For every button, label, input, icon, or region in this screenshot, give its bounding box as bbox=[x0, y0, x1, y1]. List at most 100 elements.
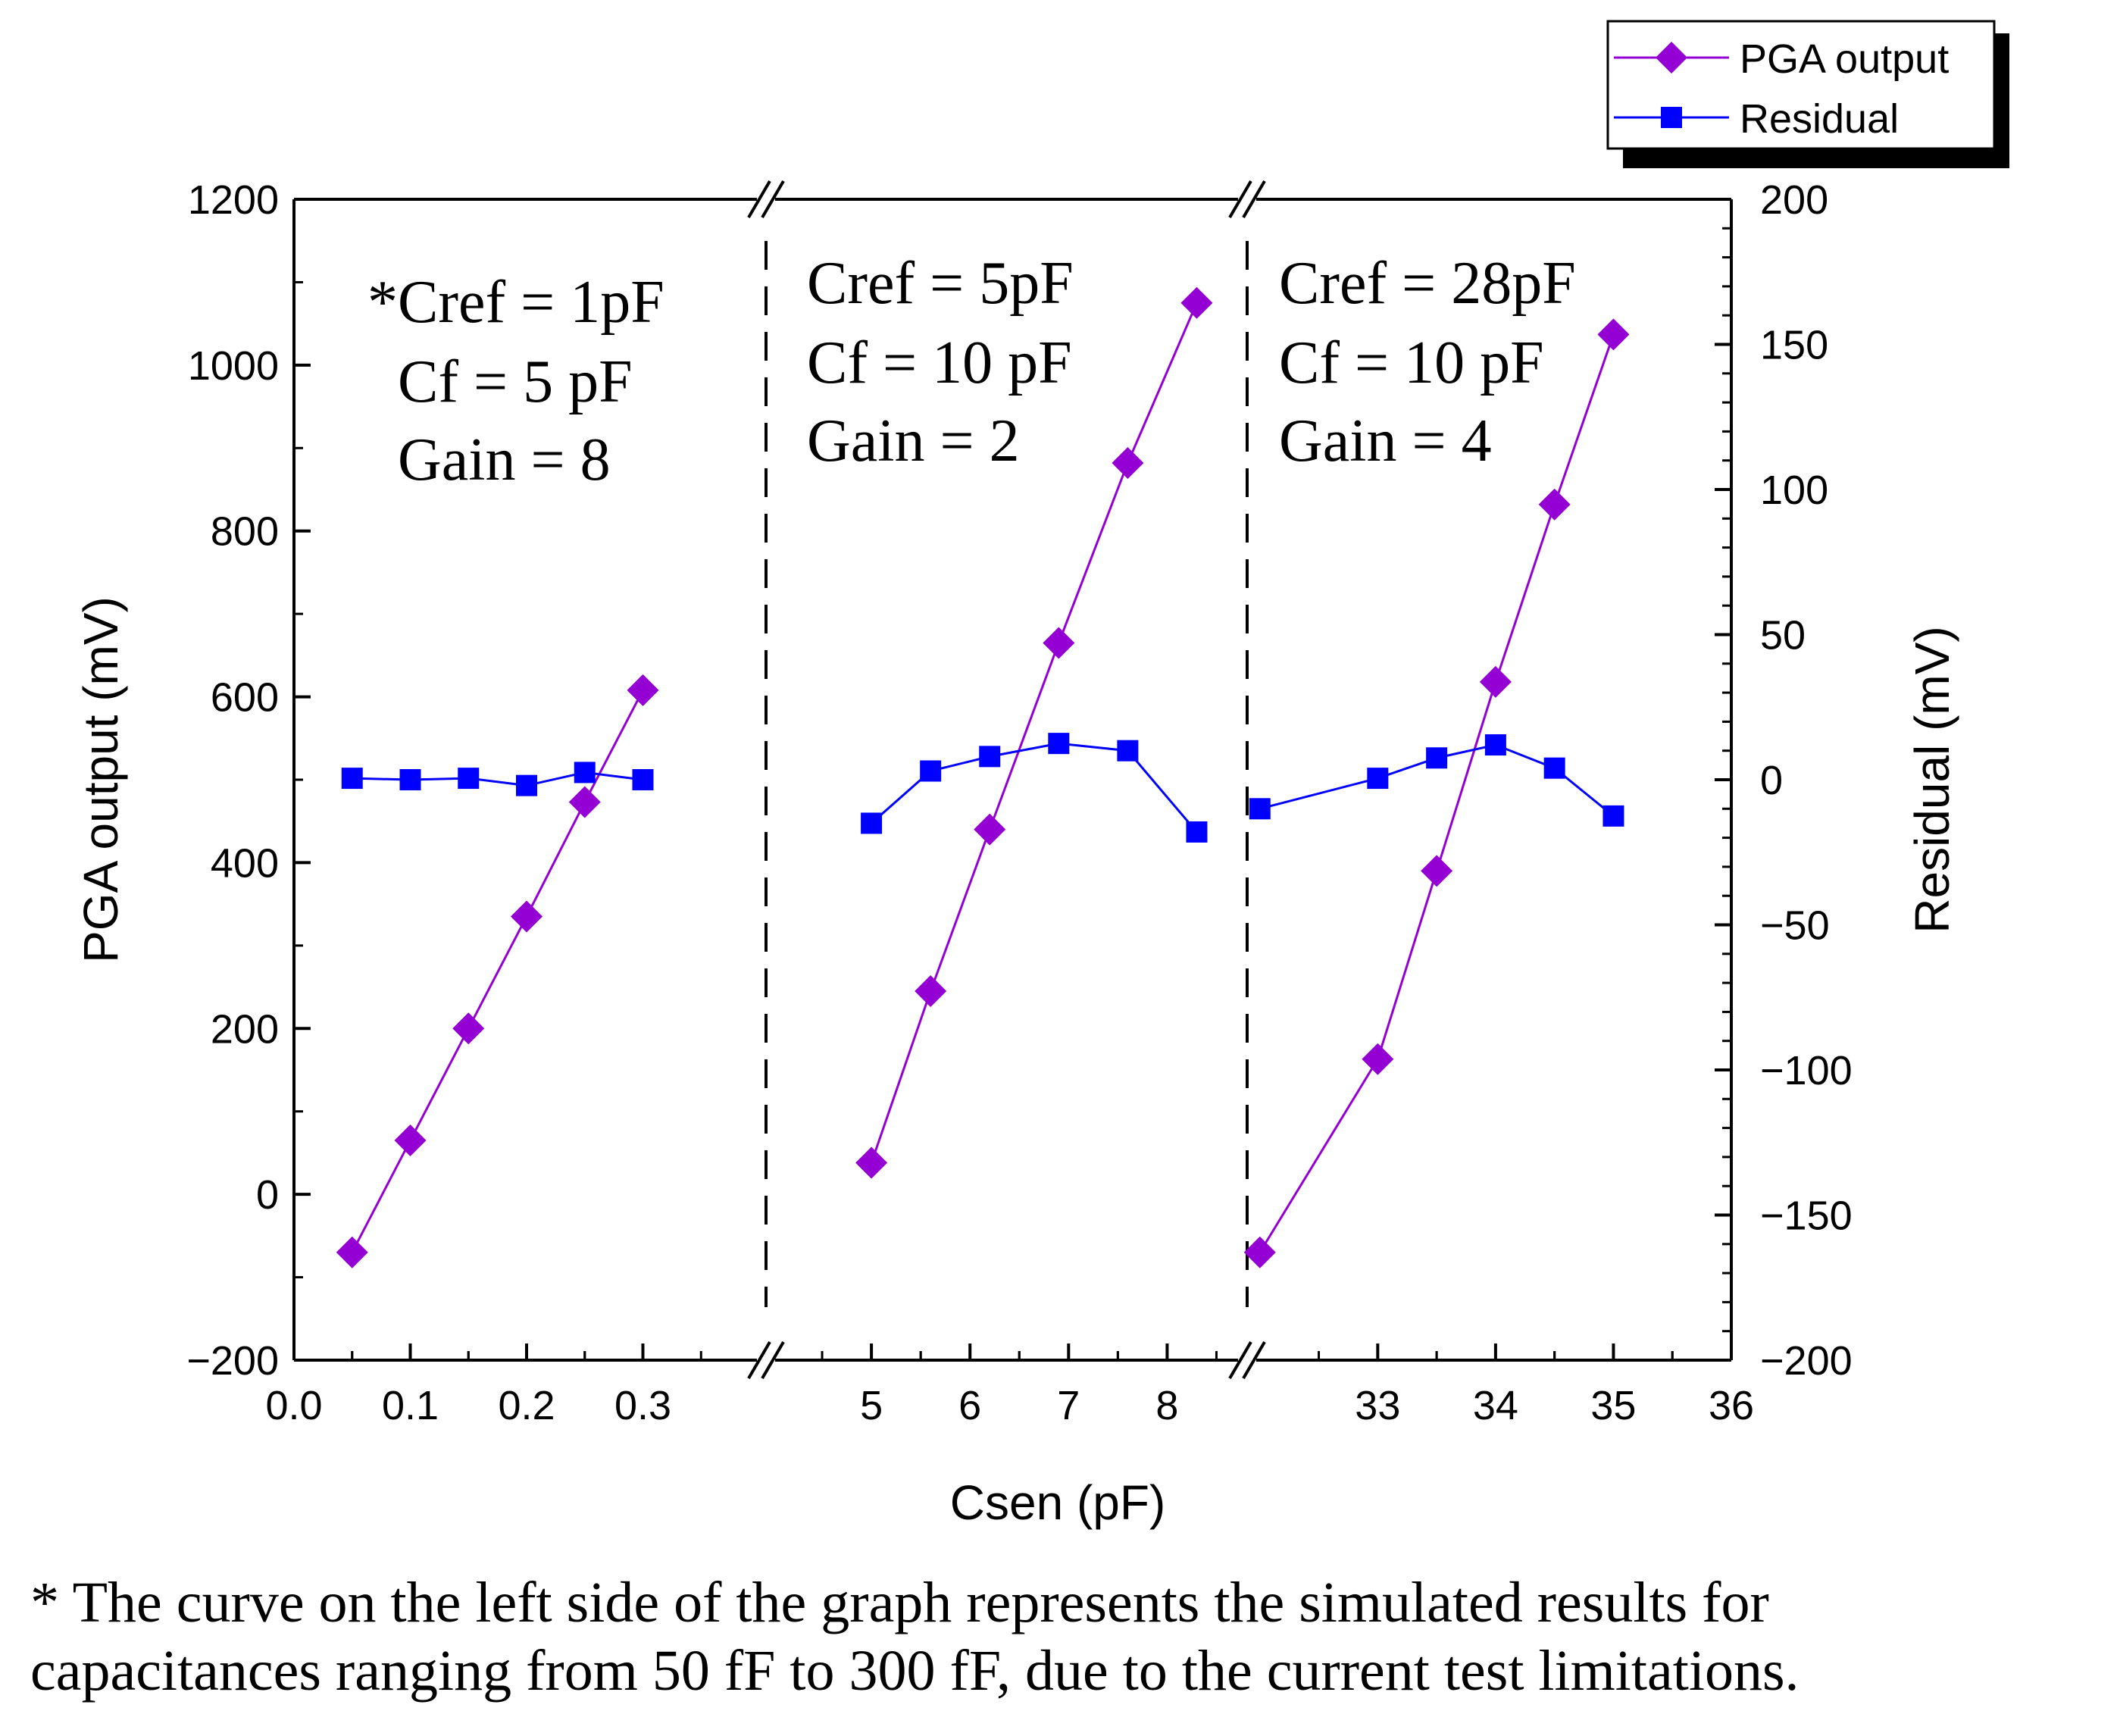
footnote-line-2: capacitances ranging from 50 fF to 300 f… bbox=[30, 1639, 1799, 1703]
residual-point bbox=[1426, 747, 1448, 769]
axis-ticks bbox=[292, 198, 1733, 1362]
residual-point bbox=[861, 812, 883, 834]
residual-point bbox=[979, 746, 1001, 768]
axis-break-mark bbox=[761, 180, 785, 219]
x-tick-label: 5 bbox=[860, 1383, 883, 1428]
x-axis-title: Csen (pF) bbox=[950, 1475, 1166, 1530]
chart-text: 1200 1000 800 600 400 200 0 −200 200 150 100 50 0 −50… bbox=[73, 177, 1959, 1530]
panel-2-annotation-1: Cref = 5pF bbox=[807, 250, 1074, 317]
residual-point bbox=[920, 760, 942, 782]
panel-2-annotation-2: Cf = 10 pF bbox=[807, 330, 1072, 396]
legend-pga-marker bbox=[1656, 42, 1687, 74]
x-tick-label: 34 bbox=[1473, 1383, 1518, 1428]
axis-break-mark bbox=[747, 1340, 771, 1380]
left-tick-label: 800 bbox=[211, 509, 279, 555]
x-tick-label: 0.3 bbox=[614, 1383, 671, 1428]
right-tick-label: 100 bbox=[1760, 468, 1828, 513]
residual-point bbox=[1186, 821, 1208, 843]
pga-output-point bbox=[1479, 665, 1512, 698]
residual-point bbox=[1249, 798, 1271, 820]
residual-point bbox=[341, 768, 363, 790]
x-tick-label: 0.2 bbox=[498, 1383, 555, 1428]
panel-1-annotation-3: Gain = 8 bbox=[398, 427, 611, 493]
residual-point bbox=[574, 762, 596, 784]
pga-output-line-panel-1 bbox=[351, 690, 644, 1253]
pga-output-point bbox=[1243, 1236, 1276, 1268]
pga-output-point bbox=[1180, 286, 1213, 319]
pga-output-point bbox=[452, 1012, 485, 1045]
residual-line-panel-1 bbox=[352, 771, 643, 787]
axis-break-mark bbox=[761, 1340, 785, 1380]
x-tick-label: 33 bbox=[1355, 1383, 1400, 1428]
residual-point bbox=[1048, 733, 1070, 755]
panel-3-annotation-3: Gain = 4 bbox=[1279, 408, 1492, 474]
residual-point bbox=[1117, 740, 1139, 762]
residual-line-panel-2 bbox=[871, 742, 1198, 833]
panel-3-annotation-1: Cref = 28pF bbox=[1279, 250, 1576, 317]
right-tick-label: 200 bbox=[1760, 177, 1828, 223]
pga-output-point bbox=[336, 1236, 368, 1268]
footnote-line-1: * The curve on the left side of the grap… bbox=[30, 1571, 1769, 1634]
panel-dividers bbox=[765, 241, 1249, 1307]
x-tick-label: 0.0 bbox=[265, 1383, 322, 1428]
pga-output-point bbox=[568, 786, 601, 818]
legend-residual-marker bbox=[1661, 107, 1682, 128]
pga-output-point bbox=[1538, 488, 1571, 521]
residual-point bbox=[1367, 768, 1389, 790]
x-tick-label: 6 bbox=[958, 1383, 981, 1428]
residual-point bbox=[399, 769, 421, 790]
right-tick-label: 0 bbox=[1760, 758, 1783, 803]
legend-pga-label: PGA output bbox=[1740, 36, 1949, 82]
residual-point bbox=[458, 768, 480, 790]
pga-output-point bbox=[1421, 855, 1453, 887]
axis-break-mark bbox=[1242, 180, 1266, 219]
footnote: * The curve on the left side of the grap… bbox=[30, 1569, 2099, 1705]
axis-break-mark bbox=[747, 180, 771, 219]
right-axis-title: Residual (mV) bbox=[1905, 626, 1959, 933]
pga-output-point bbox=[627, 674, 659, 706]
axis-break-mark bbox=[1228, 180, 1252, 219]
x-tick-label: 7 bbox=[1057, 1383, 1080, 1428]
residual-point bbox=[516, 774, 537, 796]
pga-output-line-panel-3 bbox=[1259, 333, 1615, 1253]
pga-output-point bbox=[1043, 627, 1075, 659]
plot-frame bbox=[292, 180, 1733, 1380]
pga-output-point bbox=[1597, 318, 1630, 351]
panel-1-annotation-2: Cf = 5 pF bbox=[398, 349, 633, 415]
left-tick-label: 0 bbox=[256, 1172, 279, 1218]
right-tick-label: −50 bbox=[1760, 903, 1830, 949]
pga-output-point bbox=[974, 813, 1006, 846]
right-tick-label: −150 bbox=[1760, 1193, 1853, 1239]
axis-break-mark bbox=[1242, 1340, 1266, 1380]
legend: PGA output Residual bbox=[1606, 20, 2009, 168]
residual-point bbox=[1603, 805, 1624, 827]
pga-output-line-panel-2 bbox=[870, 302, 1198, 1164]
x-tick-label: 36 bbox=[1709, 1383, 1754, 1428]
panel-3-annotation-2: Cf = 10 pF bbox=[1279, 330, 1544, 396]
panel-1-annotation-1: *Cref = 1pF bbox=[367, 269, 664, 336]
pga-output-point bbox=[394, 1124, 427, 1157]
left-tick-label: 400 bbox=[211, 840, 279, 886]
left-axis-title: PGA output (mV) bbox=[73, 596, 128, 963]
x-tick-label: 8 bbox=[1155, 1383, 1178, 1428]
right-tick-label: −200 bbox=[1760, 1338, 1853, 1384]
pga-output-point bbox=[915, 975, 947, 1008]
right-tick-label: −100 bbox=[1760, 1048, 1853, 1093]
data-series bbox=[336, 286, 1630, 1268]
pga-output-point bbox=[1112, 446, 1144, 479]
left-tick-label: −200 bbox=[186, 1338, 279, 1384]
left-tick-label: 600 bbox=[211, 675, 279, 721]
axis-break-mark bbox=[1228, 1340, 1252, 1380]
right-tick-label: 50 bbox=[1760, 613, 1806, 658]
legend-residual-label: Residual bbox=[1740, 96, 1899, 142]
residual-point bbox=[1484, 734, 1506, 756]
panel-2-annotation-3: Gain = 2 bbox=[807, 408, 1020, 474]
left-tick-label: 200 bbox=[211, 1006, 279, 1052]
x-tick-label: 35 bbox=[1590, 1383, 1636, 1428]
left-tick-label: 1000 bbox=[188, 343, 279, 389]
pga-output-point bbox=[511, 900, 543, 933]
left-tick-label: 1200 bbox=[188, 177, 279, 223]
residual-point bbox=[632, 769, 654, 790]
x-tick-label: 0.1 bbox=[382, 1383, 439, 1428]
